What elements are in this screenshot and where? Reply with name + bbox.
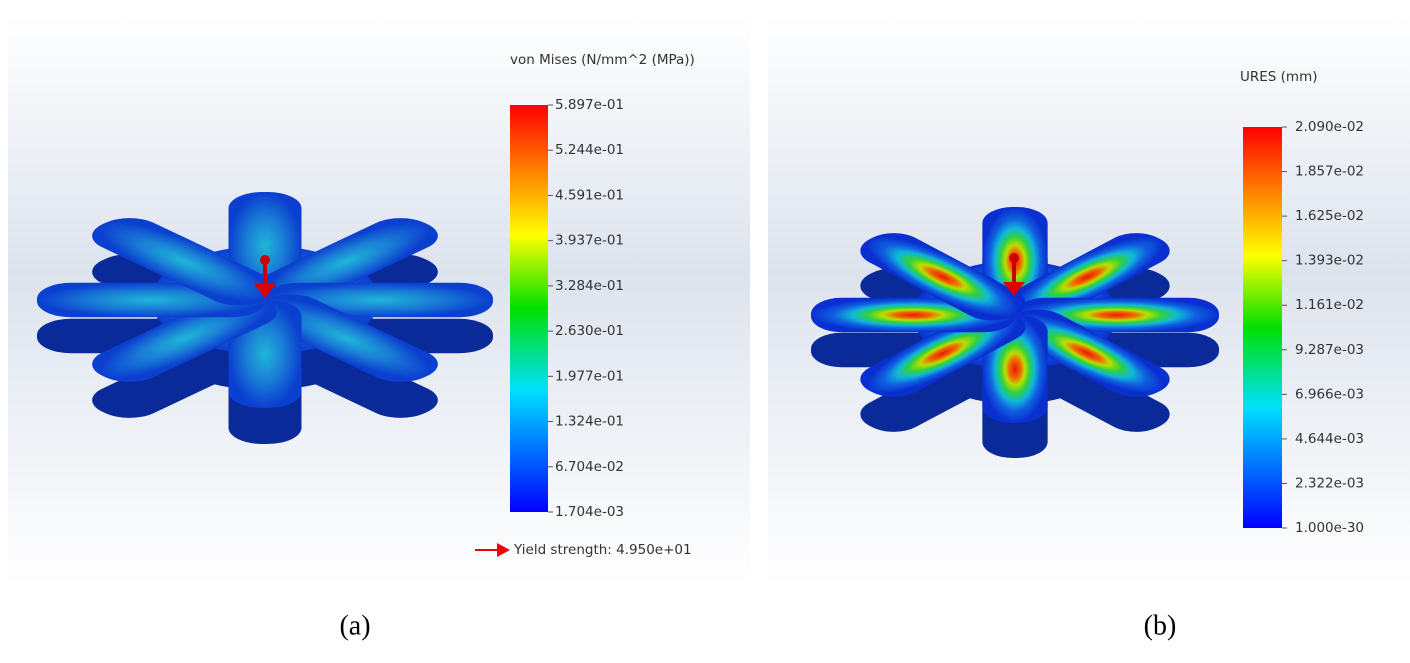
scale-label: 6.704e-02 <box>555 459 624 475</box>
scale-label: 1.000e-30 <box>1295 520 1364 536</box>
scale-label: 2.090e-02 <box>1295 119 1364 135</box>
caption: (a) <box>339 610 370 641</box>
scale-label: 1.324e-01 <box>555 414 624 430</box>
model <box>37 192 494 408</box>
model <box>811 207 1219 423</box>
load-arrow <box>1003 253 1025 296</box>
scale-label: 4.591e-01 <box>555 187 624 203</box>
scale-label: 3.284e-01 <box>555 278 624 294</box>
scale-label: 1.625e-02 <box>1295 208 1364 224</box>
scale-label: 6.966e-03 <box>1295 386 1364 402</box>
panel-a: von Mises (N/mm^2 (MPa)) 5.897e-01 5.244e… <box>8 15 750 641</box>
scale-labels: 5.897e-01 5.244e-01 4.591e-01 3.937e-01 3.28… <box>548 97 624 520</box>
legend-title: URES (mm) <box>1240 69 1318 85</box>
load-arrow <box>254 255 276 298</box>
caption: (b) <box>1144 610 1177 641</box>
color-scale <box>1243 127 1282 528</box>
scale-label: 3.937e-01 <box>555 233 624 249</box>
yield-marker <box>475 543 510 557</box>
scale-label: 2.630e-01 <box>555 323 624 339</box>
scale-labels: 2.090e-02 1.857e-02 1.625e-02 1.393e-02 1.16… <box>1282 119 1364 536</box>
scale-label: 5.897e-01 <box>555 97 624 113</box>
scale-label: 1.704e-03 <box>555 504 624 520</box>
color-scale <box>510 105 548 512</box>
scale-label: 1.393e-02 <box>1295 253 1364 269</box>
scale-label: 2.322e-03 <box>1295 475 1364 491</box>
yield-annotation: Yield strength: 4.950e+01 <box>513 542 692 558</box>
panel-b: URES (mm) 2.090e-02 1.857e-02 1.625e-02 1.3… <box>768 15 1410 641</box>
scale-label: 1.977e-01 <box>555 368 624 384</box>
scale-label: 1.857e-02 <box>1295 164 1364 180</box>
legend-title: von Mises (N/mm^2 (MPa)) <box>510 52 695 68</box>
scale-label: 5.244e-01 <box>555 142 624 158</box>
scale-label: 9.287e-03 <box>1295 342 1364 358</box>
scale-label: 1.161e-02 <box>1295 297 1364 313</box>
scale-label: 4.644e-03 <box>1295 431 1364 447</box>
